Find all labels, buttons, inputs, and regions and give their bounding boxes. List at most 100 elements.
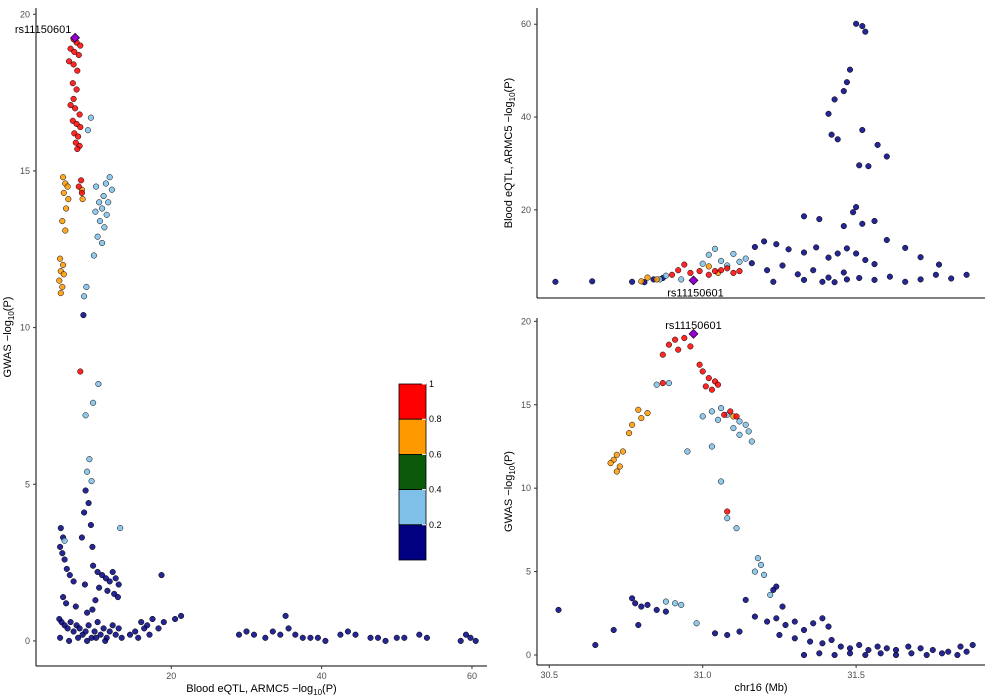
data-point	[917, 254, 924, 261]
data-point	[57, 525, 64, 532]
data-point	[93, 183, 100, 190]
data-point	[840, 269, 847, 276]
y-tick-label: 5	[526, 567, 531, 577]
data-point	[761, 571, 768, 578]
bottom-right-scatter-panel: 0 5 10 15 20 30.5 31.0 31.5 rs11150601 GWAS −log1…	[503, 316, 985, 694]
data-point	[883, 153, 890, 160]
data-point	[352, 631, 359, 638]
data-point	[708, 408, 715, 415]
data-point	[277, 631, 284, 638]
data-point	[871, 217, 878, 225]
data-point	[81, 293, 88, 300]
data-point	[65, 196, 72, 203]
data-point	[401, 634, 408, 641]
data-point	[678, 276, 685, 283]
data-point	[423, 634, 430, 641]
y-tick-label: 60	[521, 19, 531, 29]
data-point	[84, 468, 91, 475]
data-point	[877, 650, 884, 657]
data-point	[63, 205, 70, 212]
x-axis-title: Blood eQTL, ARMC5 −log10(P)	[186, 683, 336, 697]
data-point	[727, 408, 734, 415]
data-point	[235, 631, 243, 638]
data-point	[810, 620, 817, 627]
data-point	[100, 192, 107, 200]
data-point	[61, 537, 68, 544]
data-point	[73, 86, 80, 93]
data-point	[828, 636, 835, 644]
data-point	[82, 487, 89, 494]
data-point	[67, 102, 74, 109]
data-point	[693, 620, 700, 627]
data-point	[800, 276, 808, 283]
data-point	[172, 615, 179, 623]
ld-colorbar-legend: 0.2 0.4 0.6 0.8 1	[398, 379, 442, 561]
colorbar-tick-label: 0.8	[429, 414, 442, 424]
data-point	[632, 600, 639, 607]
data-point	[751, 613, 758, 620]
data-point	[856, 641, 863, 649]
data-point	[112, 575, 119, 582]
data-point	[800, 213, 808, 220]
data-point	[96, 584, 103, 591]
colorbar-segment	[398, 489, 427, 526]
data-point	[718, 478, 725, 485]
data-point	[79, 196, 86, 203]
data-point	[675, 346, 682, 353]
data-point	[819, 640, 826, 647]
data-point	[813, 244, 820, 251]
data-point	[629, 421, 636, 428]
data-point	[629, 595, 636, 602]
data-point	[83, 283, 90, 290]
data-point	[72, 603, 79, 610]
x-tick-label: 60	[467, 671, 477, 681]
data-point	[932, 271, 939, 278]
data-point	[92, 208, 99, 215]
data-point	[859, 23, 866, 30]
data-point	[662, 598, 669, 605]
x-tick-label: 30.5	[541, 670, 559, 680]
data-point	[626, 430, 633, 437]
data-point	[72, 105, 79, 112]
data-point	[883, 645, 890, 652]
data-point	[105, 199, 112, 206]
data-point	[718, 267, 725, 274]
y-axis-title: GWAS −log10(P)	[2, 297, 16, 378]
data-point	[60, 189, 67, 196]
data-point	[57, 290, 64, 297]
data-point	[100, 625, 107, 632]
data-point	[751, 568, 758, 575]
data-point	[56, 277, 63, 284]
data-point	[457, 637, 464, 644]
colorbar-segment	[398, 383, 427, 420]
data-point	[589, 278, 596, 285]
data-point	[82, 628, 89, 635]
data-point	[905, 643, 912, 650]
data-point	[736, 628, 743, 635]
data-point	[779, 603, 786, 610]
data-point	[708, 386, 715, 393]
data-point	[70, 95, 77, 102]
x-tick-label: 40	[317, 671, 327, 681]
data-point	[75, 634, 82, 641]
x-axis-title: chr16 (Mb)	[734, 682, 787, 694]
data-point	[963, 271, 970, 278]
data-point	[115, 625, 122, 632]
data-point	[687, 343, 694, 350]
data-point	[592, 641, 599, 649]
data-point	[791, 635, 798, 642]
data-point	[87, 114, 94, 121]
data-point	[67, 619, 74, 626]
data-point	[736, 418, 743, 425]
data-point	[800, 626, 808, 634]
data-point	[816, 216, 823, 223]
colorbar-tick-label: 0.6	[429, 449, 442, 459]
data-point	[659, 380, 666, 387]
lead-snp-label: rs11150601	[665, 320, 721, 332]
data-point	[70, 628, 77, 635]
data-point	[702, 383, 709, 390]
data-point	[59, 218, 66, 225]
data-point	[761, 238, 768, 245]
data-point	[85, 500, 92, 507]
